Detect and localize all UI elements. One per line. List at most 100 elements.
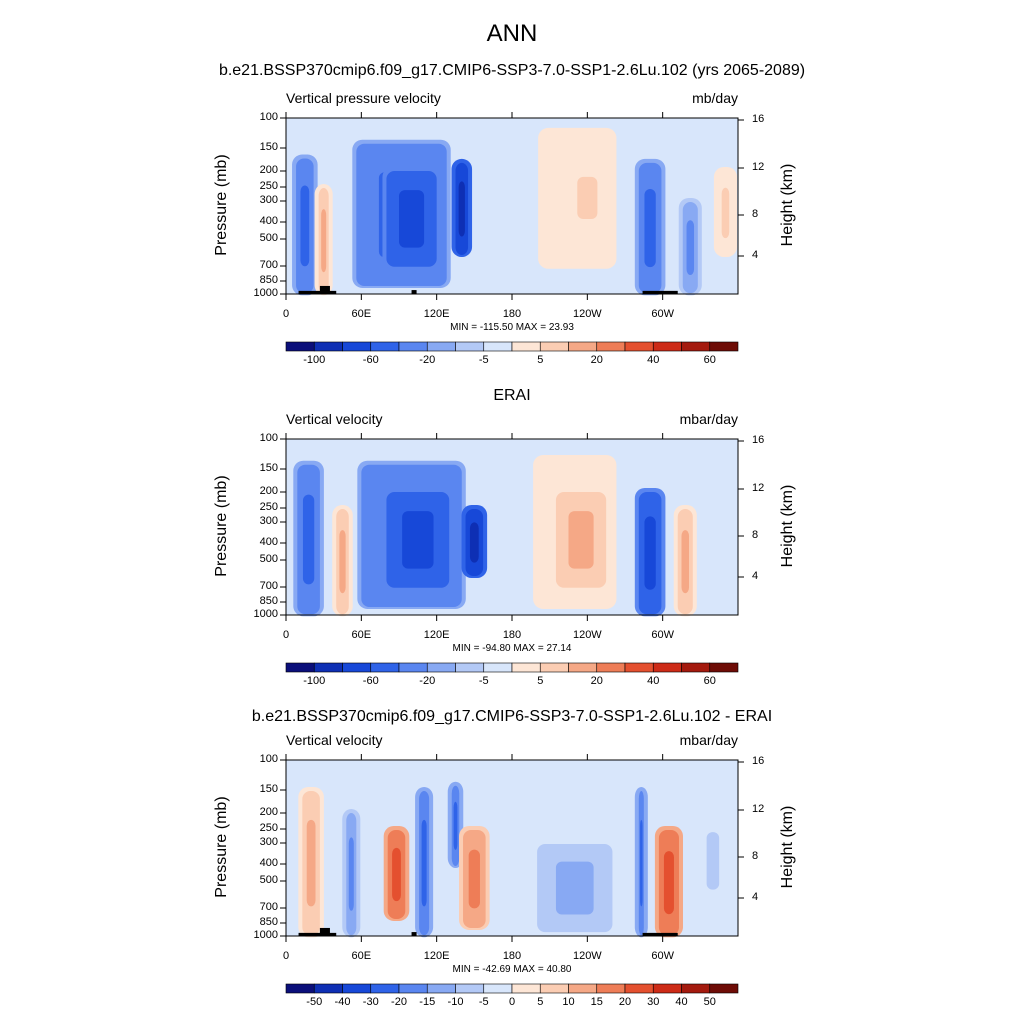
colorbar-label: 30	[647, 996, 660, 1008]
topography	[319, 285, 330, 294]
x-tick-label: 60W	[651, 308, 674, 320]
colorbar-swatch	[342, 662, 372, 673]
colorbar-label: 40	[647, 354, 660, 366]
contour-core	[321, 209, 327, 273]
colorbar-swatch	[568, 662, 598, 673]
topography	[319, 927, 330, 936]
contour-core	[681, 530, 690, 594]
colorbar-swatch	[398, 341, 428, 352]
y-tick-label: 300	[259, 836, 278, 848]
y-tick-label: 250	[259, 822, 278, 834]
y-tick-label: 250	[259, 501, 278, 513]
colorbar-label: 50	[703, 996, 716, 1008]
colorbar-swatch	[681, 341, 711, 352]
units-label: mbar/day	[679, 411, 738, 427]
contour-core	[306, 819, 316, 907]
contour-core	[577, 176, 598, 219]
colorbar-swatch	[709, 662, 739, 673]
colorbar-swatch	[511, 662, 541, 673]
colorbar-swatch	[342, 341, 372, 352]
x-tick-label: 120W	[572, 950, 602, 962]
colorbar-swatch	[455, 983, 485, 994]
y-tick-label: 250	[259, 180, 278, 192]
topography	[411, 932, 417, 936]
colorbar-swatch	[313, 983, 343, 994]
x-tick-label: 120E	[423, 308, 450, 320]
y-tick-label: 100	[259, 753, 278, 765]
colorbar-label: -15	[419, 996, 436, 1008]
contour-core	[302, 494, 315, 585]
colorbar-swatch	[652, 341, 682, 352]
y-tick-label: 400	[259, 215, 278, 227]
height-tick-label: 8	[752, 208, 759, 220]
colorbar-label: 60	[703, 354, 716, 366]
x-tick-label: 180	[502, 308, 522, 320]
colorbar-swatch	[539, 662, 569, 673]
y-tick-label: 300	[259, 515, 278, 527]
colorbar-swatch	[539, 341, 569, 352]
colorbar-swatch	[426, 341, 456, 352]
colorbar-label: 5	[537, 996, 544, 1008]
panel-3	[280, 754, 744, 994]
y-tick-label: 1000	[253, 929, 278, 941]
colorbar-label: 20	[590, 675, 603, 687]
height-tick-label: 12	[752, 482, 765, 494]
colorbar-swatch	[455, 341, 485, 352]
y-tick-label: 300	[259, 194, 278, 206]
colorbar-swatch	[511, 983, 541, 994]
colorbar-swatch	[426, 983, 456, 994]
colorbar-label: 40	[647, 675, 660, 687]
topography	[411, 290, 417, 294]
colorbar-swatch	[483, 662, 513, 673]
colorbar-label: -100	[303, 675, 326, 687]
x-tick-label: 60E	[351, 308, 372, 320]
colorbar-swatch	[624, 983, 654, 994]
colorbar-swatch	[483, 983, 513, 994]
colorbar-swatch	[313, 341, 343, 352]
x-tick-label: 0	[282, 950, 290, 962]
y-axis-right-label: Height (km)	[779, 163, 796, 247]
colorbar-swatch	[709, 341, 739, 352]
colorbar-swatch	[483, 341, 513, 352]
height-tick-label: 4	[752, 249, 759, 261]
y-tick-label: 700	[259, 901, 278, 913]
x-tick-label: 180	[502, 629, 522, 641]
variable-label: Vertical velocity	[286, 411, 383, 427]
colorbar-swatch	[285, 341, 315, 352]
colorbar-label: 40	[675, 996, 688, 1008]
topography	[298, 290, 337, 294]
y-tick-label: 200	[259, 485, 278, 497]
colorbar-swatch	[596, 341, 626, 352]
panel-2	[280, 433, 744, 673]
x-tick-label: 60W	[651, 950, 674, 962]
topography	[298, 932, 337, 936]
colorbar-label: 10	[562, 996, 575, 1008]
contour-core	[469, 522, 479, 563]
colorbar-label: 0	[508, 996, 516, 1008]
y-tick-label: 150	[259, 141, 278, 153]
contour-core	[644, 516, 656, 590]
y-tick-label: 500	[259, 232, 278, 244]
variable-label: Vertical velocity	[286, 732, 383, 748]
height-tick-label: 16	[752, 434, 765, 446]
contour-core	[339, 530, 346, 594]
panel-1	[280, 112, 744, 352]
y-axis-label: Pressure (mb)	[213, 154, 230, 256]
colorbar-swatch	[285, 662, 315, 673]
x-tick-label: 120W	[572, 629, 602, 641]
colorbar-swatch	[681, 662, 711, 673]
colorbar-label: 20	[590, 354, 603, 366]
topography	[642, 932, 678, 936]
plot-background	[286, 439, 738, 615]
y-tick-label: 400	[259, 536, 278, 548]
colorbar-swatch	[652, 983, 682, 994]
contour-core	[348, 837, 354, 911]
colorbar-label: 5	[537, 354, 544, 366]
colorbar-label: 15	[590, 996, 603, 1008]
min-max-label: MIN = -42.69 MAX = 40.80	[452, 964, 572, 975]
colorbar-label: -60	[362, 354, 379, 366]
contour-core	[663, 851, 674, 915]
height-tick-label: 16	[752, 755, 765, 767]
colorbar-swatch	[652, 662, 682, 673]
